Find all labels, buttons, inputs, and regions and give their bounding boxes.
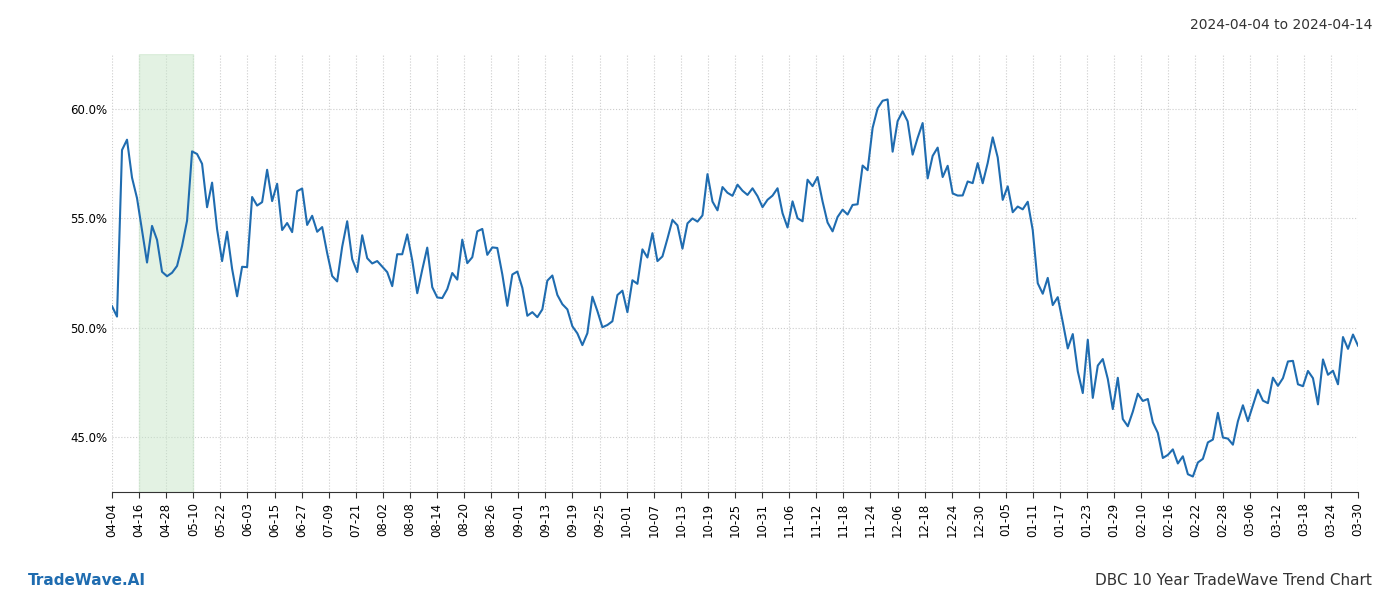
Bar: [139, 54, 193, 492]
Text: DBC 10 Year TradeWave Trend Chart: DBC 10 Year TradeWave Trend Chart: [1095, 573, 1372, 588]
Text: TradeWave.AI: TradeWave.AI: [28, 573, 146, 588]
Text: 2024-04-04 to 2024-04-14: 2024-04-04 to 2024-04-14: [1190, 18, 1372, 32]
